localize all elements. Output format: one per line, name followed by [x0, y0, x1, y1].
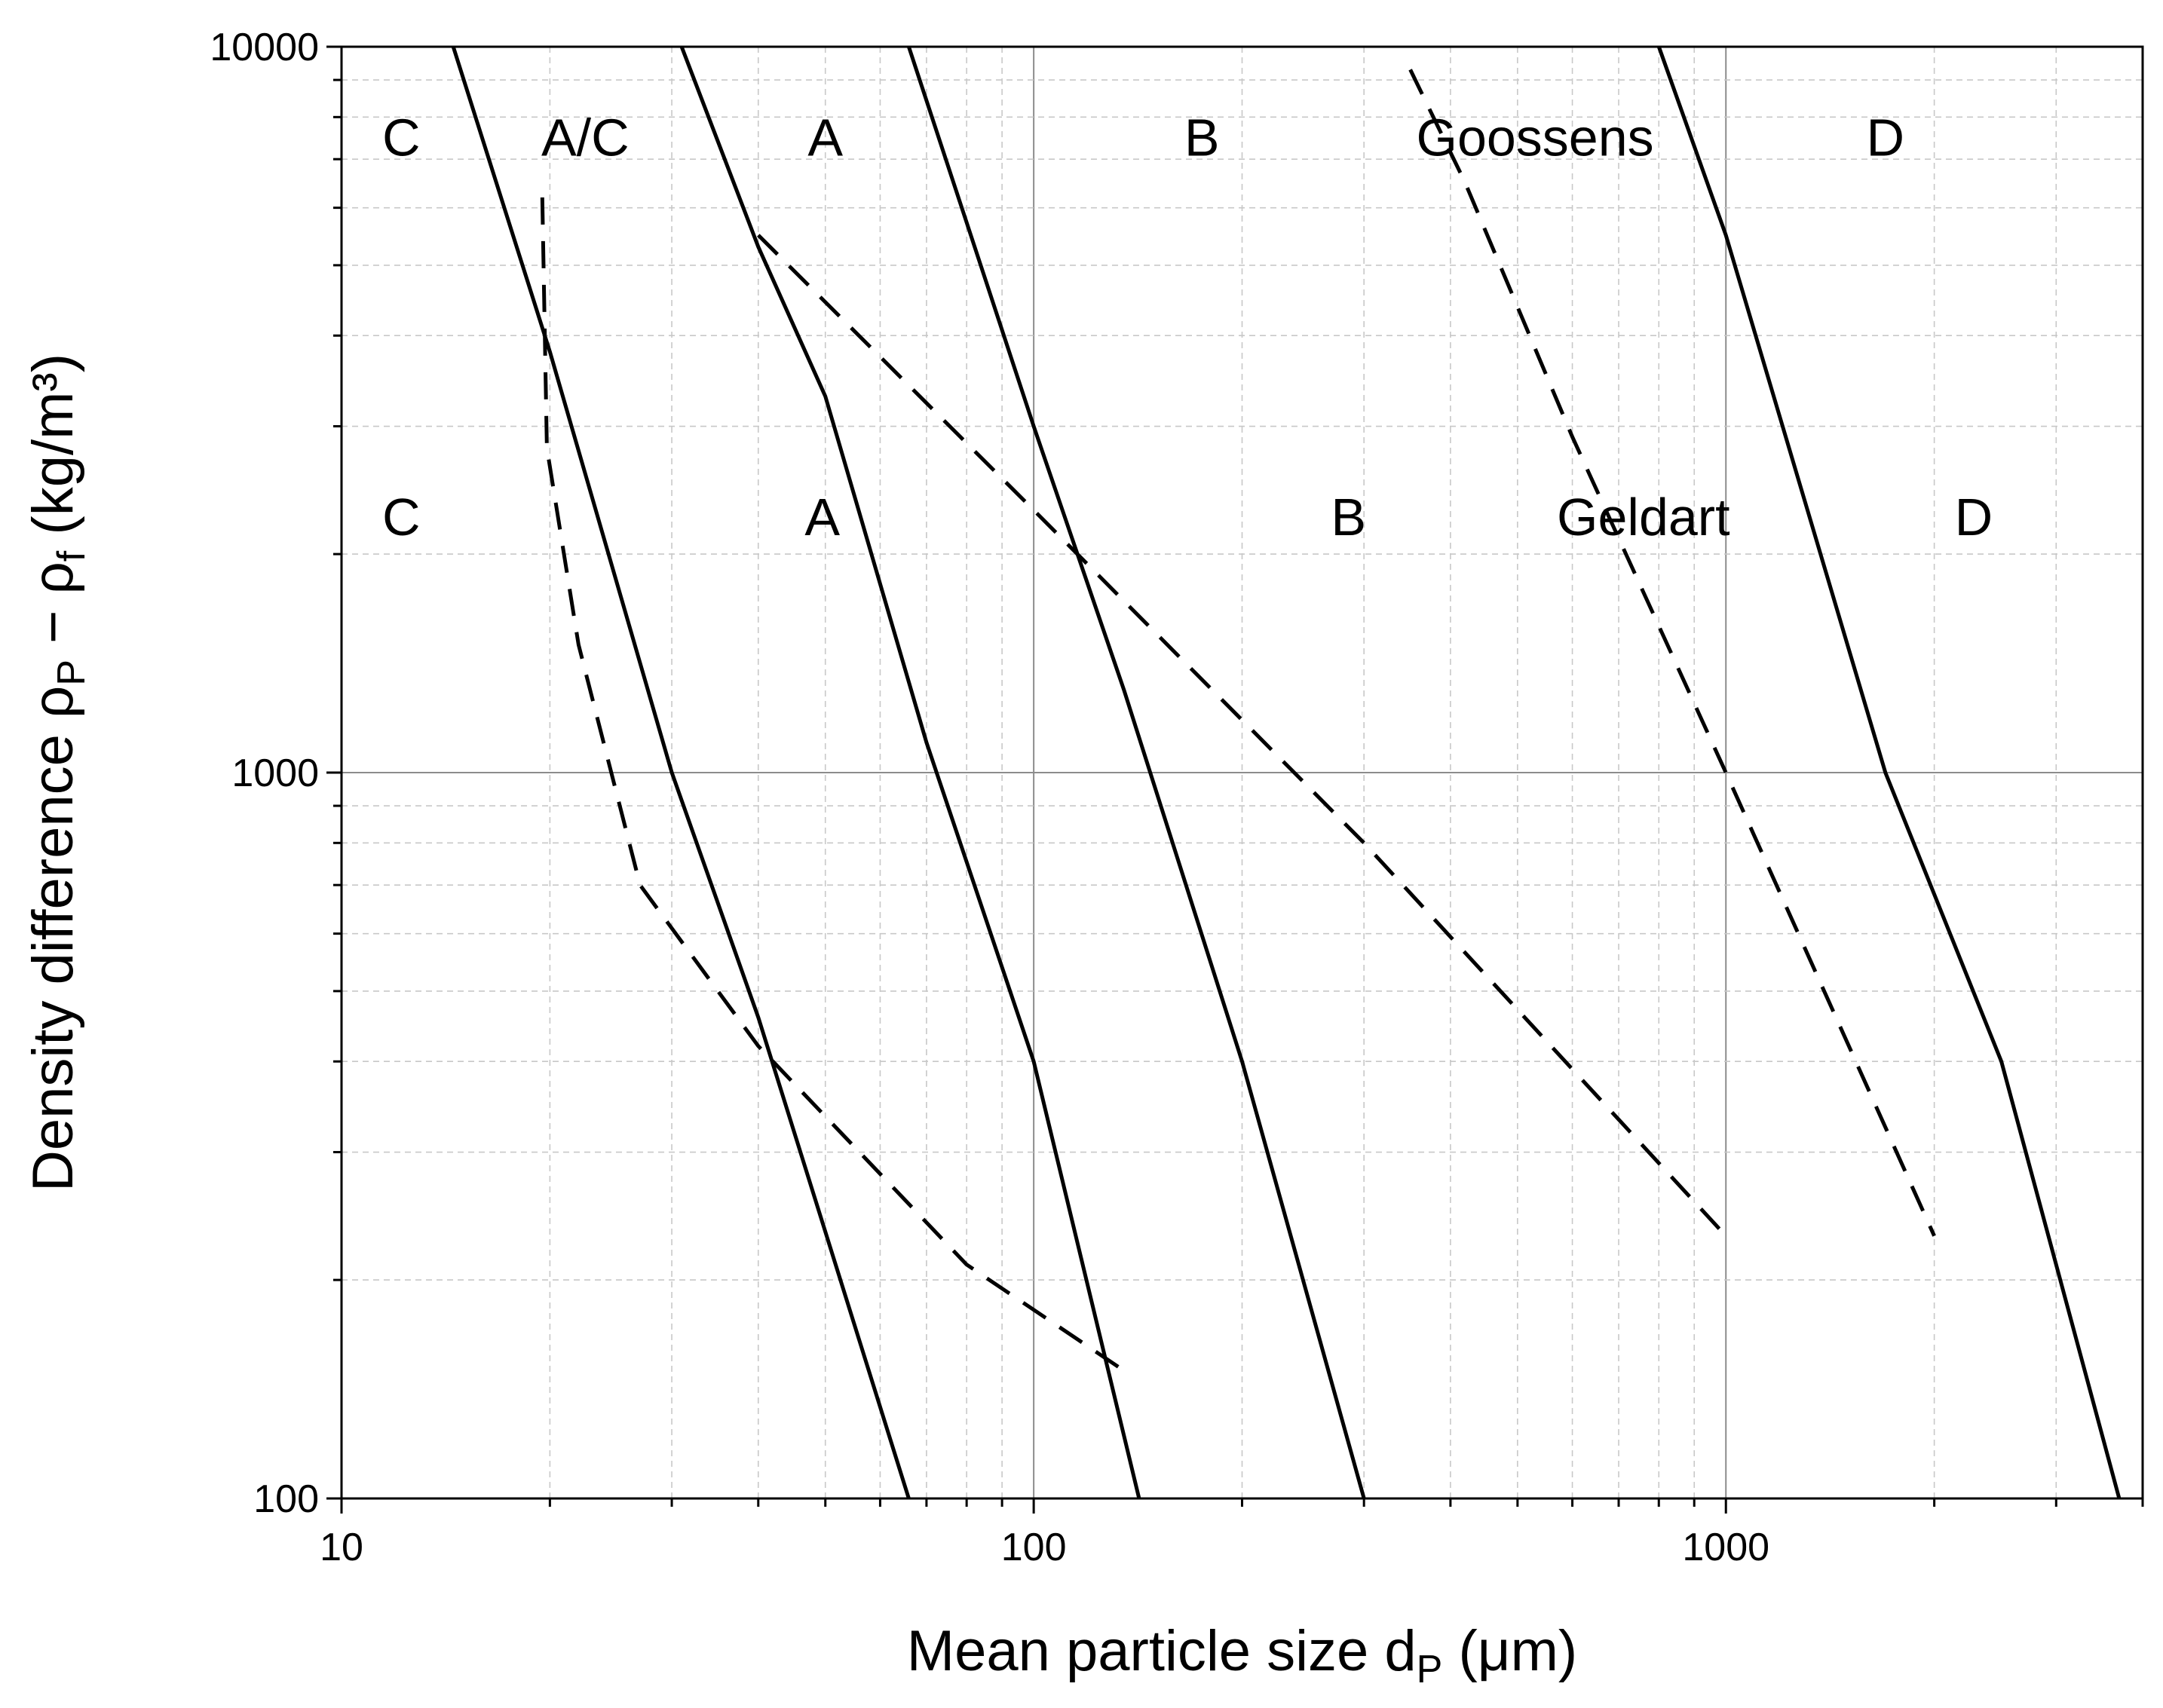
x-tick-label: 10 [320, 1526, 363, 1569]
region-label: C [382, 488, 421, 546]
y-tick-label: 100 [253, 1477, 319, 1521]
region-label: Goossens [1417, 108, 1654, 167]
region-label: D [1955, 488, 1993, 546]
goossens-boundary-line [1656, 46, 2122, 1499]
region-label: Geldart [1557, 488, 1730, 546]
region-label: D [1867, 108, 1905, 167]
x-axis-title-unit: (μm) [1442, 1619, 1577, 1683]
x-tick-label: 100 [1001, 1526, 1067, 1569]
geldart-boundary-line [540, 197, 1126, 1373]
geldart-boundary-line [757, 234, 1728, 1238]
region-label: A [804, 488, 840, 546]
y-axis-title-unit: (kg/m³) [21, 354, 85, 551]
region-label: B [1184, 108, 1220, 167]
goossens-boundary-line [907, 46, 1366, 1499]
x-axis-title: Mean particle size dP (μm) [907, 1619, 1577, 1691]
y-axis-title: Density difference ρP − ρf (kg/m³) [21, 354, 93, 1192]
y-axis-title-subscript-p: P [50, 660, 93, 686]
x-tick-label: 1000 [1682, 1526, 1769, 1569]
y-tick-label: 1000 [231, 751, 319, 795]
goossens-boundary-line [451, 46, 911, 1499]
y-axis-title-main: Density difference ρ [21, 686, 85, 1192]
series-group [451, 46, 2122, 1499]
region-label: B [1331, 488, 1366, 546]
x-axis-title-subscript: P [1417, 1648, 1443, 1691]
x-axis-title-main: Mean particle size d [907, 1619, 1417, 1683]
grid [342, 47, 2143, 1498]
y-axis-title-subscript-f: f [50, 550, 93, 562]
region-label: A [807, 108, 843, 167]
goossens-boundary-line [679, 46, 1141, 1499]
region-label: C [382, 108, 421, 167]
geldart-boundary-line [1408, 69, 1936, 1237]
region-label: A/C [541, 108, 630, 167]
y-tick-label: 10000 [210, 26, 319, 69]
y-axis-title-minus: − ρ [21, 562, 85, 660]
region-labels: C A/C A B Goossens D C A B Geldart D [382, 108, 1993, 546]
